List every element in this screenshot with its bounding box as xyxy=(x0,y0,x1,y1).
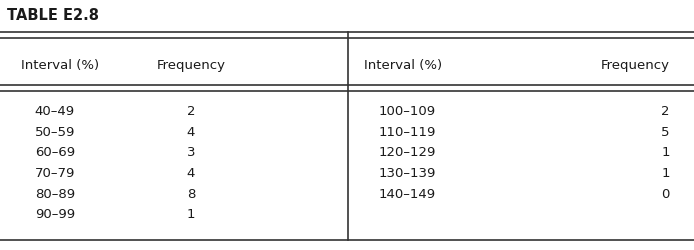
Text: 3: 3 xyxy=(187,146,195,159)
Text: Interval (%): Interval (%) xyxy=(21,58,99,71)
Text: 70–79: 70–79 xyxy=(35,166,75,179)
Text: Interval (%): Interval (%) xyxy=(364,58,443,71)
Text: 60–69: 60–69 xyxy=(35,146,75,159)
Text: Frequency: Frequency xyxy=(601,58,670,71)
Text: 140–149: 140–149 xyxy=(378,187,435,200)
Text: 2: 2 xyxy=(661,105,670,118)
Text: 2: 2 xyxy=(187,105,195,118)
Text: 50–59: 50–59 xyxy=(35,125,75,138)
Text: 5: 5 xyxy=(661,125,670,138)
Text: 1: 1 xyxy=(187,207,195,220)
Text: TABLE E2.8: TABLE E2.8 xyxy=(7,8,99,22)
Text: 4: 4 xyxy=(187,125,195,138)
Text: 8: 8 xyxy=(187,187,195,200)
Text: 100–109: 100–109 xyxy=(378,105,435,118)
Text: 1: 1 xyxy=(661,166,670,179)
Text: 4: 4 xyxy=(187,166,195,179)
Text: 110–119: 110–119 xyxy=(378,125,436,138)
Text: 80–89: 80–89 xyxy=(35,187,75,200)
Text: 120–129: 120–129 xyxy=(378,146,436,159)
Text: 130–139: 130–139 xyxy=(378,166,436,179)
Text: Frequency: Frequency xyxy=(156,58,226,71)
Text: 1: 1 xyxy=(661,146,670,159)
Text: 90–99: 90–99 xyxy=(35,207,75,220)
Text: 0: 0 xyxy=(661,187,670,200)
Text: 40–49: 40–49 xyxy=(35,105,75,118)
